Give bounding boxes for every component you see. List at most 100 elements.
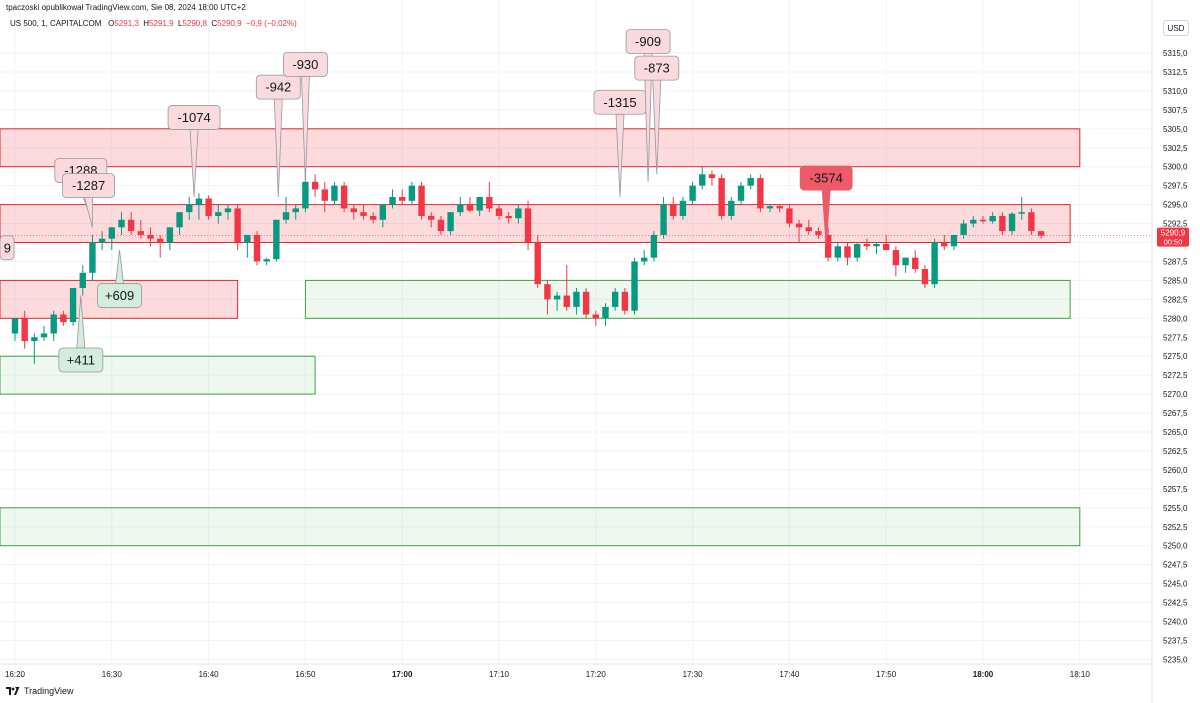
price-tick-label: 5272,5 [1163,371,1188,380]
candle-down [418,181,425,220]
price-tick-label: 5280,0 [1163,314,1188,323]
candle-up [515,204,522,224]
candle-body [795,223,803,228]
candle-up [970,215,977,228]
candle-up [689,181,696,205]
candle-body [195,198,203,205]
time-tick-label: 17:30 [683,670,704,679]
candle-up [118,212,125,235]
symbol-legend[interactable]: US 500, 1, CAPITALCOM O5291,3 H5291,9 L5… [10,19,297,28]
candle-body [40,333,48,338]
price-tick-label: 5247,5 [1163,561,1188,570]
callout-box [0,235,15,261]
time-tick-label: 17:10 [489,670,510,679]
candle-up [650,231,658,262]
candle-down [805,219,812,235]
callout-label: +411 [67,352,95,367]
candles [11,166,1045,364]
callout: -930 [282,51,328,182]
candle-down [486,181,493,213]
candle-body [824,234,832,258]
candle-down [544,280,551,315]
close-value: 5290,9 [217,19,242,28]
candle-down [815,227,822,239]
candle-body [147,234,154,239]
candle-up [553,291,561,311]
time-tick-label: 17:00 [392,670,413,679]
candle-body [176,212,183,228]
candle-down [466,197,474,213]
candle-body [534,242,541,285]
last-price-label: 5290,9 [1161,229,1186,238]
candle-body [912,257,919,270]
price-tick-label: 5240,0 [1163,618,1188,627]
candle-body [853,244,861,258]
candle-body [873,244,880,247]
time-tick-label: 17:20 [586,670,607,679]
time-tick-label: 18:00 [973,670,994,679]
candle-body [331,185,338,201]
candle-up [195,193,203,220]
candle-up [834,242,841,262]
candle-body [844,246,851,258]
price-tick-label: 5267,5 [1163,409,1188,418]
candle-body [166,227,174,243]
candle-down [844,242,851,266]
candle-body [776,206,783,209]
candle-body [60,314,67,323]
price-tick-label: 5310,0 [1163,87,1188,96]
price-tick-label: 5287,5 [1163,257,1188,266]
candle-body [186,204,193,213]
candle-body [11,318,19,334]
candle-body [786,208,793,224]
candle-up [389,189,396,209]
callout: +609 [97,250,142,308]
candle-down [776,204,783,213]
candle-down [60,310,67,326]
candle-body [302,181,309,209]
candle-body [815,231,822,235]
candle-up [902,257,909,273]
candle-body [476,197,483,211]
candle-down [369,212,377,224]
candle-body [931,242,938,285]
candle-body [960,223,967,235]
supply-zone [0,128,1081,168]
candle-body [524,208,532,243]
candle-body [389,197,396,205]
open-value: 5291,3 [114,19,139,28]
candle-down [563,265,570,311]
candle-down [534,234,541,288]
candle-body [737,185,745,201]
candle-body [340,185,348,209]
candle-up [331,181,338,205]
candle-body [970,219,977,224]
candle-down [883,234,890,251]
candle-up [737,181,745,205]
candle-body [399,197,406,201]
candle-up [50,310,57,342]
price-tick-label: 5307,5 [1163,106,1188,115]
demand-zone [0,507,1081,547]
candle-down [582,287,590,319]
candle-body [544,284,551,300]
callout: -942 [255,74,301,198]
candle-up [282,197,290,224]
price-tick-label: 5305,0 [1163,125,1188,134]
candle-body [282,212,290,220]
tradingview-brand[interactable]: TradingView [6,686,74,696]
callout: +411 [58,295,104,373]
candle-body [679,200,687,216]
candle-body [602,306,609,319]
candle-up [457,197,464,216]
candle-up [215,204,222,224]
currency-button[interactable]: USD [1163,20,1189,36]
candle-body [79,272,86,288]
candle-body [621,291,629,311]
candle-body [379,204,387,220]
candle-body [670,204,677,216]
last-price-badge-bg [1157,227,1189,247]
candle-body [582,291,590,315]
candle-body [950,234,958,247]
